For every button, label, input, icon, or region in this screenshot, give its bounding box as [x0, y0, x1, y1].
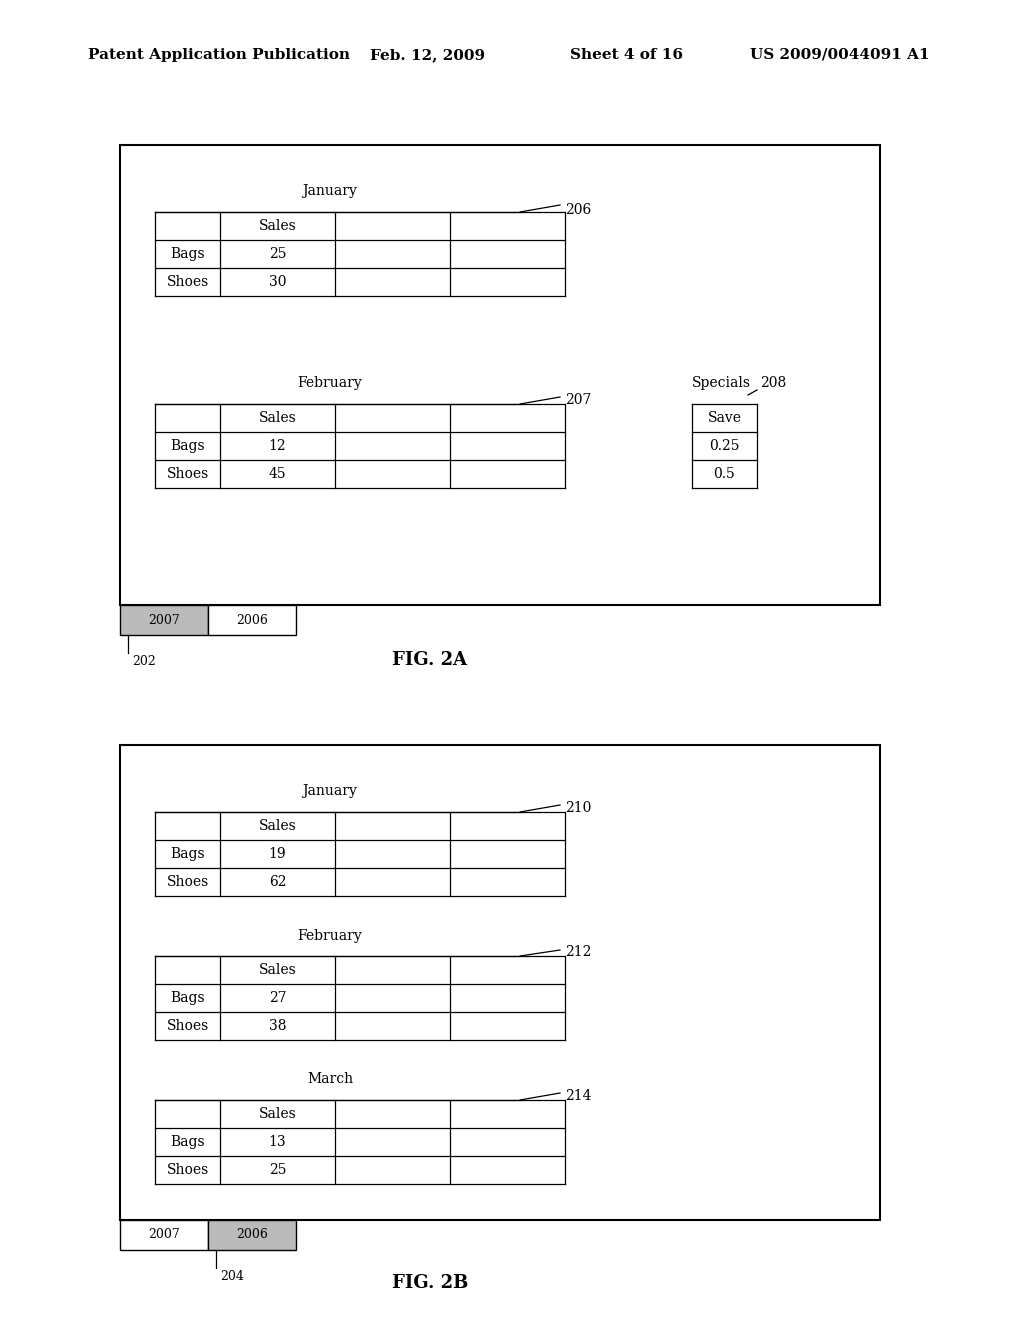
- Text: Bags: Bags: [170, 1135, 205, 1148]
- Text: Feb. 12, 2009: Feb. 12, 2009: [370, 48, 485, 62]
- Text: February: February: [298, 376, 362, 389]
- Text: Specials: Specials: [692, 376, 751, 389]
- Text: 25: 25: [268, 247, 287, 261]
- Text: Bags: Bags: [170, 247, 205, 261]
- Text: 204: 204: [220, 1270, 244, 1283]
- Text: Sales: Sales: [259, 1107, 296, 1121]
- Text: US 2009/0044091 A1: US 2009/0044091 A1: [750, 48, 930, 62]
- Text: March: March: [307, 1072, 353, 1086]
- Bar: [120, 1220, 208, 1250]
- Bar: [208, 1220, 296, 1250]
- Text: 12: 12: [268, 440, 287, 453]
- Text: 2006: 2006: [237, 614, 268, 627]
- Text: 2007: 2007: [148, 1229, 180, 1242]
- Text: 208: 208: [760, 376, 786, 389]
- Text: 212: 212: [565, 945, 592, 960]
- Text: 30: 30: [268, 275, 287, 289]
- Text: 0.25: 0.25: [710, 440, 739, 453]
- Text: Sales: Sales: [259, 219, 296, 234]
- Text: 13: 13: [268, 1135, 287, 1148]
- Text: Bags: Bags: [170, 440, 205, 453]
- Text: 25: 25: [268, 1163, 287, 1177]
- Text: 0.5: 0.5: [714, 467, 735, 480]
- Text: 210: 210: [565, 801, 592, 814]
- Text: February: February: [298, 929, 362, 942]
- Text: 214: 214: [565, 1089, 592, 1104]
- Text: January: January: [302, 183, 357, 198]
- Text: Shoes: Shoes: [166, 875, 209, 888]
- Bar: [208, 605, 296, 635]
- Text: 206: 206: [565, 203, 591, 216]
- Text: 19: 19: [268, 847, 287, 861]
- Text: Sales: Sales: [259, 818, 296, 833]
- Text: 207: 207: [565, 393, 592, 407]
- Text: Shoes: Shoes: [166, 1163, 209, 1177]
- Text: 38: 38: [268, 1019, 287, 1034]
- Text: Bags: Bags: [170, 847, 205, 861]
- Text: Shoes: Shoes: [166, 467, 209, 480]
- Text: Shoes: Shoes: [166, 1019, 209, 1034]
- Text: Sales: Sales: [259, 411, 296, 425]
- Text: 2007: 2007: [148, 614, 180, 627]
- Text: January: January: [302, 784, 357, 799]
- Text: FIG. 2A: FIG. 2A: [392, 651, 468, 669]
- Text: 62: 62: [268, 875, 287, 888]
- Bar: [120, 605, 208, 635]
- Text: Sales: Sales: [259, 964, 296, 977]
- Text: FIG. 2B: FIG. 2B: [392, 1274, 468, 1292]
- Text: Shoes: Shoes: [166, 275, 209, 289]
- Text: Bags: Bags: [170, 991, 205, 1005]
- Text: Sheet 4 of 16: Sheet 4 of 16: [570, 48, 683, 62]
- Text: 45: 45: [268, 467, 287, 480]
- Text: Save: Save: [708, 411, 741, 425]
- Bar: [120, 145, 880, 605]
- Text: 2006: 2006: [237, 1229, 268, 1242]
- Bar: [120, 744, 880, 1220]
- Text: 27: 27: [268, 991, 287, 1005]
- Text: Patent Application Publication: Patent Application Publication: [88, 48, 350, 62]
- Text: 202: 202: [132, 655, 156, 668]
